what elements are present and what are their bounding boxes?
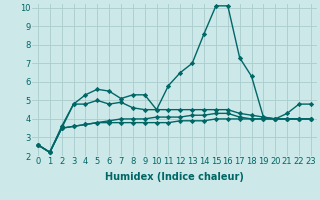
X-axis label: Humidex (Indice chaleur): Humidex (Indice chaleur): [105, 172, 244, 182]
